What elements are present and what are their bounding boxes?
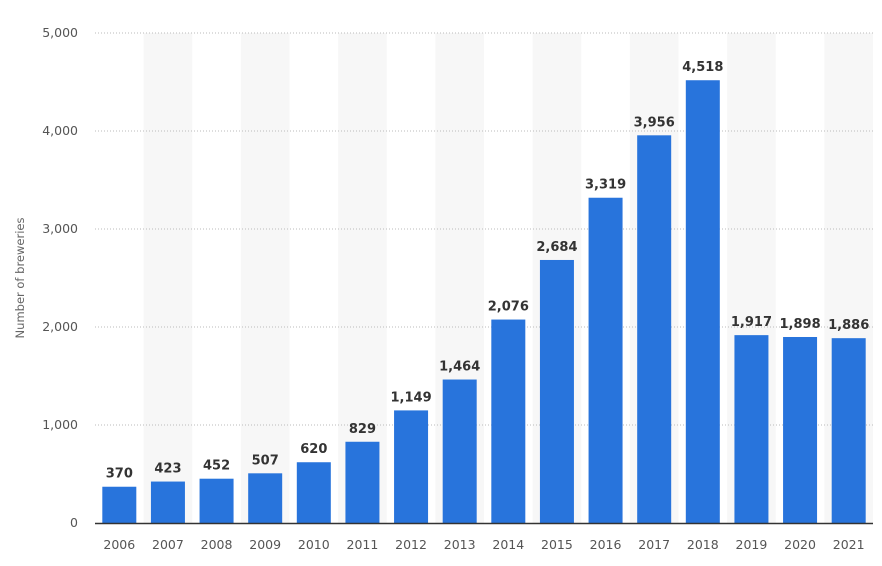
data-label: 829	[349, 422, 376, 437]
bar-2008	[199, 478, 234, 523]
data-label: 1,917	[731, 315, 772, 330]
stripe	[338, 33, 387, 523]
x-tick-label: 2013	[444, 537, 476, 552]
bar-2011	[345, 441, 380, 523]
bar-2013	[442, 379, 477, 523]
data-label: 1,898	[780, 317, 821, 332]
x-tick-label: 2011	[347, 537, 379, 552]
data-label: 423	[154, 462, 181, 477]
bar-2021	[831, 338, 866, 523]
data-label: 4,518	[682, 60, 723, 75]
bar-2014	[491, 319, 526, 523]
bar-2019	[734, 335, 769, 523]
labels: 0 1,000 2,000 3,000 4,000 5,000 370 2006 423 2007…	[42, 25, 869, 552]
bars	[102, 80, 866, 524]
x-tick-label: 2018	[687, 537, 719, 552]
bar-2015	[539, 259, 574, 523]
bar-2006	[102, 486, 137, 523]
x-tick-label: 2012	[395, 537, 427, 552]
y-tick-label: 2,000	[42, 319, 78, 334]
bar-2017	[637, 135, 672, 523]
data-label: 2,076	[488, 300, 529, 315]
data-label: 370	[106, 467, 133, 482]
data-label: 2,684	[536, 240, 577, 255]
data-label: 3,319	[585, 178, 626, 193]
stripe	[143, 33, 193, 523]
bar-2020	[783, 336, 818, 523]
x-tick-label: 2021	[833, 537, 865, 552]
stripe	[240, 33, 290, 523]
x-tick-label: 2007	[152, 537, 184, 552]
bar-2007	[150, 481, 185, 523]
data-label: 1,464	[439, 360, 480, 375]
data-label: 507	[252, 453, 279, 468]
x-tick-label: 2016	[590, 537, 622, 552]
data-label: 1,886	[828, 318, 869, 333]
y-tick-label: 5,000	[42, 25, 78, 40]
y-axis-label: Number of breweries	[13, 218, 27, 339]
y-tick-label: 4,000	[42, 123, 78, 138]
bar-2010	[296, 462, 331, 523]
bar-2012	[394, 410, 429, 523]
x-tick-label: 2010	[298, 537, 330, 552]
bar-2016	[588, 197, 623, 523]
bar-2018	[685, 80, 720, 524]
bar-2009	[248, 473, 283, 523]
data-label: 3,956	[634, 115, 675, 130]
x-tick-label: 2015	[541, 537, 573, 552]
data-label: 452	[203, 459, 230, 474]
x-tick-label: 2017	[638, 537, 670, 552]
x-tick-label: 2008	[201, 537, 233, 552]
y-tick-label: 0	[70, 515, 78, 530]
x-tick-label: 2006	[103, 537, 135, 552]
y-tick-label: 3,000	[42, 221, 78, 236]
x-tick-label: 2020	[784, 537, 816, 552]
x-tick-label: 2019	[736, 537, 768, 552]
x-tick-label: 2014	[492, 537, 524, 552]
data-label: 620	[300, 442, 327, 457]
y-tick-label: 1,000	[42, 417, 78, 432]
data-label: 1,149	[391, 390, 432, 405]
x-tick-label: 2009	[249, 537, 281, 552]
